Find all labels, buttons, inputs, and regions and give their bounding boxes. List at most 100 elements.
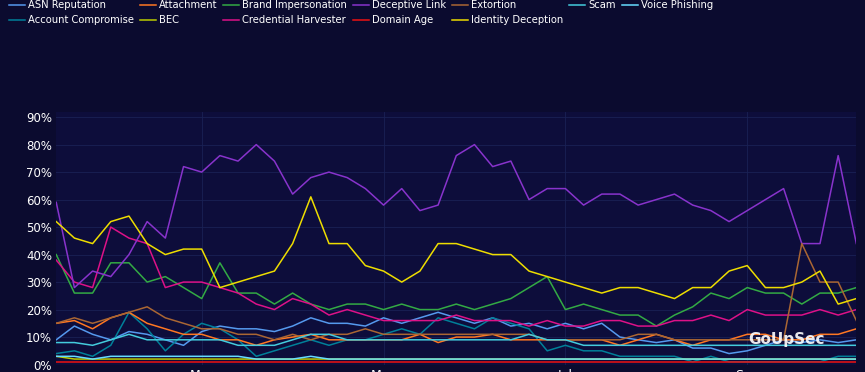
- Brand Impersonation: [615, 313, 625, 317]
- Scam: [305, 332, 316, 337]
- Attachment: [69, 318, 80, 323]
- ASN Reputation: [106, 337, 116, 342]
- Scam: [651, 343, 662, 347]
- Account Compromise: [432, 315, 443, 320]
- Brand Impersonation: [378, 307, 388, 312]
- ASN Reputation: [724, 351, 734, 356]
- Scam: [87, 343, 98, 347]
- BEC: [305, 357, 316, 361]
- Identity Deception: [778, 285, 789, 290]
- Domain Age: [488, 360, 498, 364]
- BEC: [452, 357, 462, 361]
- Text: GoUpSec: GoUpSec: [748, 332, 825, 347]
- Identity Deception: [742, 263, 753, 268]
- ASN Reputation: [833, 340, 843, 345]
- Domain Age: [106, 360, 116, 364]
- ASN Reputation: [142, 332, 152, 337]
- Voice Phishing: [305, 354, 316, 359]
- ASN Reputation: [124, 329, 134, 334]
- BEC: [360, 357, 370, 361]
- Attachment: [579, 337, 589, 342]
- BEC: [797, 357, 807, 361]
- Extortion: [360, 327, 370, 331]
- ASN Reputation: [488, 315, 498, 320]
- Line: Brand Impersonation: Brand Impersonation: [56, 254, 856, 326]
- Deceptive Link: [778, 186, 789, 191]
- Extortion: [833, 280, 843, 284]
- Deceptive Link: [833, 153, 843, 158]
- Voice Phishing: [579, 357, 589, 361]
- Account Compromise: [724, 360, 734, 364]
- Account Compromise: [524, 327, 535, 331]
- Attachment: [251, 343, 261, 347]
- Attachment: [561, 337, 571, 342]
- Voice Phishing: [470, 357, 480, 361]
- Domain Age: [633, 360, 644, 364]
- Account Compromise: [342, 337, 352, 342]
- Domain Age: [597, 360, 607, 364]
- ASN Reputation: [742, 349, 753, 353]
- Account Compromise: [414, 332, 425, 337]
- Voice Phishing: [106, 354, 116, 359]
- Attachment: [215, 337, 225, 342]
- Brand Impersonation: [251, 291, 261, 295]
- BEC: [142, 357, 152, 361]
- Extortion: [797, 241, 807, 246]
- Deceptive Link: [178, 164, 189, 169]
- ASN Reputation: [287, 324, 298, 328]
- Brand Impersonation: [160, 274, 170, 279]
- Line: Deceptive Link: Deceptive Link: [56, 145, 856, 288]
- Account Compromise: [651, 354, 662, 359]
- Brand Impersonation: [196, 296, 207, 301]
- Attachment: [833, 332, 843, 337]
- Scam: [142, 337, 152, 342]
- Extortion: [106, 315, 116, 320]
- Scam: [724, 343, 734, 347]
- Domain Age: [51, 360, 61, 364]
- Attachment: [233, 337, 243, 342]
- Extortion: [651, 332, 662, 337]
- Extortion: [706, 337, 716, 342]
- Scam: [488, 337, 498, 342]
- Scam: [797, 343, 807, 347]
- Domain Age: [324, 360, 334, 364]
- Credential Harvester: [524, 324, 535, 328]
- Line: Attachment: Attachment: [56, 312, 856, 345]
- Identity Deception: [579, 285, 589, 290]
- Domain Age: [160, 360, 170, 364]
- Voice Phishing: [196, 354, 207, 359]
- Deceptive Link: [542, 186, 553, 191]
- Voice Phishing: [797, 357, 807, 361]
- Deceptive Link: [87, 269, 98, 273]
- Brand Impersonation: [106, 261, 116, 265]
- Domain Age: [833, 360, 843, 364]
- Scam: [742, 343, 753, 347]
- Extortion: [342, 332, 352, 337]
- Attachment: [470, 335, 480, 339]
- Extortion: [251, 332, 261, 337]
- Credential Harvester: [269, 307, 279, 312]
- Extortion: [305, 337, 316, 342]
- Brand Impersonation: [178, 285, 189, 290]
- Brand Impersonation: [342, 302, 352, 306]
- Extortion: [579, 337, 589, 342]
- Identity Deception: [688, 285, 698, 290]
- Account Compromise: [615, 354, 625, 359]
- BEC: [378, 357, 388, 361]
- Domain Age: [670, 360, 680, 364]
- Credential Harvester: [706, 313, 716, 317]
- ASN Reputation: [269, 329, 279, 334]
- ASN Reputation: [670, 337, 680, 342]
- BEC: [724, 357, 734, 361]
- BEC: [196, 357, 207, 361]
- Domain Age: [452, 360, 462, 364]
- Brand Impersonation: [815, 291, 825, 295]
- Brand Impersonation: [324, 307, 334, 312]
- Deceptive Link: [688, 203, 698, 207]
- Account Compromise: [851, 354, 862, 359]
- Domain Age: [815, 360, 825, 364]
- Scam: [670, 343, 680, 347]
- Brand Impersonation: [724, 296, 734, 301]
- Extortion: [561, 337, 571, 342]
- ASN Reputation: [178, 343, 189, 347]
